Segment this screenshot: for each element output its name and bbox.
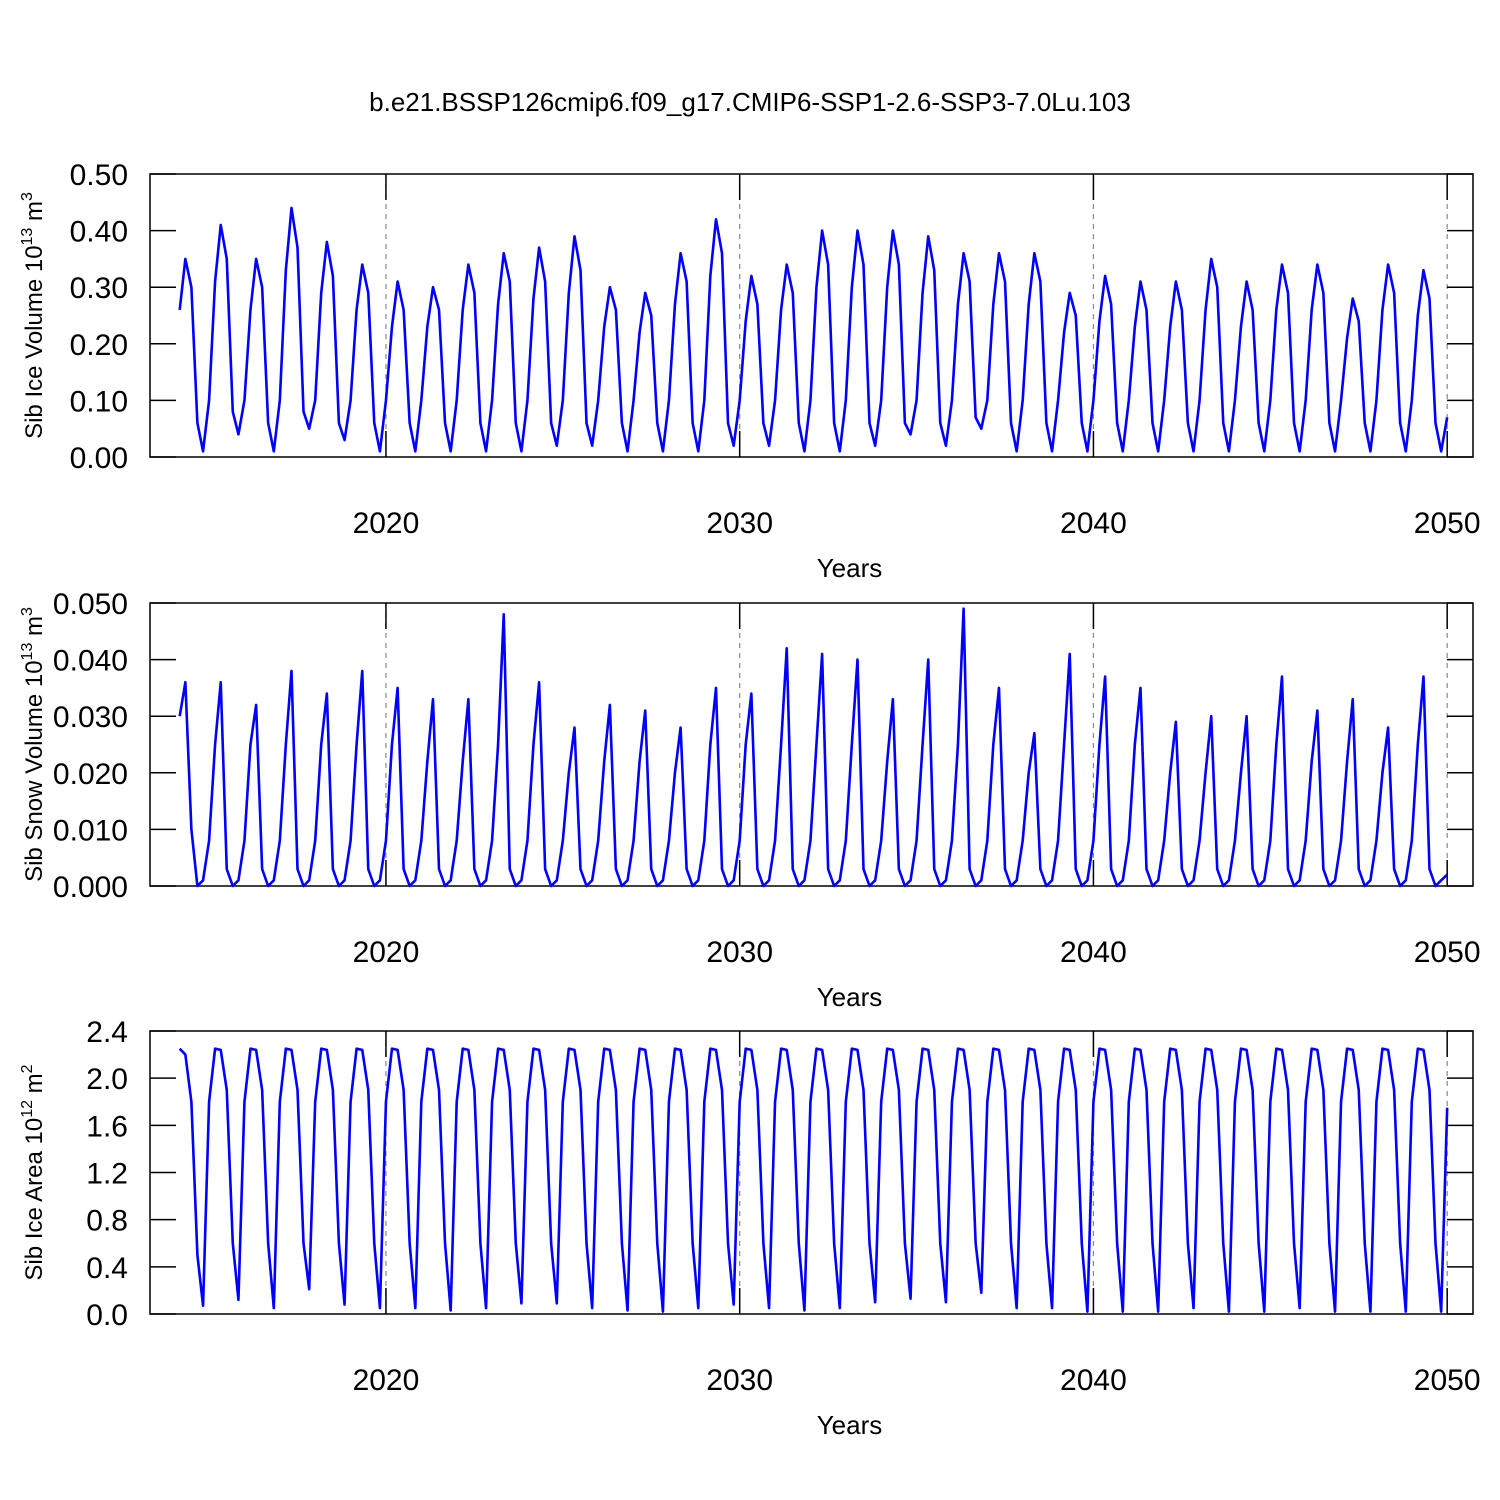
data-line <box>178 607 1449 888</box>
y-tick-label: 0.000 <box>53 871 128 904</box>
plot-frame <box>149 1030 1474 1315</box>
y-axis-title-part: m <box>21 201 48 228</box>
y-axis-title-part: 3 <box>19 192 36 201</box>
y-tick-label: 0.40 <box>70 216 128 249</box>
plot-frame <box>149 602 1474 887</box>
y-axis-title-part: 13 <box>19 643 36 661</box>
x-tick-label: 2040 <box>1060 507 1127 540</box>
y-tick-label: 0.0 <box>86 1299 128 1332</box>
y-tick-label: 0.040 <box>53 645 128 678</box>
y-tick-label: 0.010 <box>53 814 128 847</box>
x-tick-label: 2020 <box>353 1364 420 1397</box>
x-axis-title: Years <box>817 553 883 583</box>
panel: 2020 2030 2040 2050 0.000 0.010 0.020 0.030 0.04… <box>19 588 1481 1012</box>
y-tick-label: 0.020 <box>53 758 128 791</box>
x-axis-title: Years <box>817 1410 883 1440</box>
data-line <box>178 206 1449 453</box>
y-axis-title-part: m <box>21 616 48 643</box>
y-tick-label: 0.50 <box>70 159 128 192</box>
y-axis-title-part: 13 <box>19 228 36 246</box>
y-tick-label: 0.00 <box>70 442 128 475</box>
y-axis-title: Sib Ice Area 1012 m2 <box>19 1064 48 1280</box>
panel: 2020 2030 2040 2050 0.0 0.4 0.8 1.2 1.6 2.0 2.4 Yea… <box>19 1016 1481 1440</box>
y-tick-label: 0.20 <box>70 329 128 362</box>
x-tick-label: 2050 <box>1414 936 1481 969</box>
x-axis-title: Years <box>817 982 883 1012</box>
x-tick-label: 2050 <box>1414 1364 1481 1397</box>
y-tick-label: 0.8 <box>86 1205 128 1238</box>
y-tick-label: 1.2 <box>86 1158 128 1191</box>
x-tick-label: 2050 <box>1414 507 1481 540</box>
y-axis-title-part: m <box>21 1073 48 1100</box>
x-tick-label: 2030 <box>706 1364 773 1397</box>
x-tick-label: 2020 <box>353 507 420 540</box>
y-axis-title-part: 12 <box>19 1100 36 1118</box>
data-line <box>178 1047 1449 1313</box>
y-tick-label: 2.0 <box>86 1063 128 1096</box>
x-tick-label: 2040 <box>1060 1364 1127 1397</box>
y-axis-title: Sib Ice Volume 1013 m3 <box>19 192 48 439</box>
y-tick-label: 1.6 <box>86 1110 128 1143</box>
y-axis-title-part: Sib Snow Volume 10 <box>21 660 48 881</box>
x-tick-label: 2030 <box>706 507 773 540</box>
y-tick-label: 0.30 <box>70 272 128 305</box>
y-tick-label: 2.4 <box>86 1016 128 1049</box>
x-tick-label: 2040 <box>1060 936 1127 969</box>
y-tick-label: 0.4 <box>86 1252 128 1285</box>
y-tick-label: 0.050 <box>53 588 128 621</box>
y-axis-title-part: 3 <box>19 607 36 616</box>
plot-frame <box>149 173 1474 458</box>
y-axis-title-part: Sib Ice Volume 10 <box>21 245 48 438</box>
x-tick-label: 2030 <box>706 936 773 969</box>
y-axis-title-part: Sib Ice Area 10 <box>21 1118 48 1281</box>
y-tick-label: 0.030 <box>53 701 128 734</box>
x-tick-label: 2020 <box>353 936 420 969</box>
y-axis-title: Sib Snow Volume 1013 m3 <box>19 607 48 882</box>
y-axis-title-part: 2 <box>19 1064 36 1073</box>
panel: 2020 2030 2040 2050 0.00 0.10 0.20 0.30 0.40 0.50… <box>19 159 1481 583</box>
figure-title: b.e21.BSSP126cmip6.f09_g17.CMIP6-SSP1-2.… <box>369 87 1131 117</box>
y-tick-label: 0.10 <box>70 385 128 418</box>
